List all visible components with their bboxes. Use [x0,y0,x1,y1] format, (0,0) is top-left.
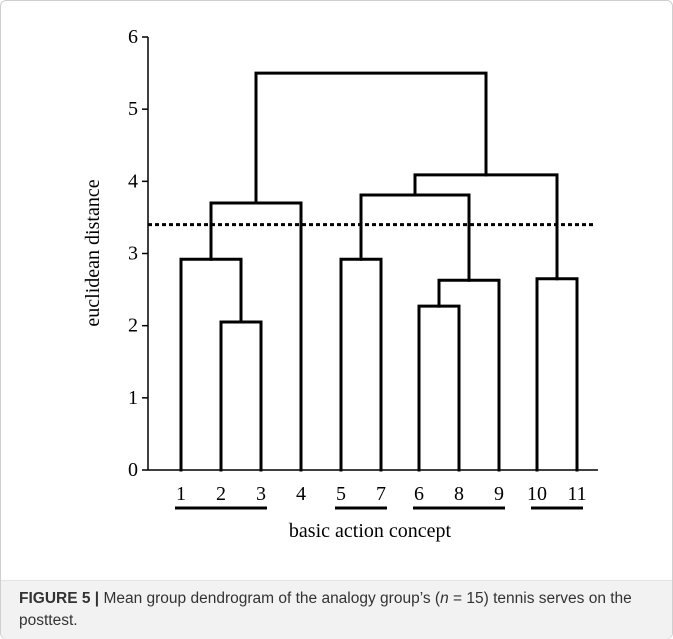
y-tick-label-1: 1 [128,387,138,409]
caption-label: FIGURE 5 | [19,590,100,607]
merge-link-6 [359,193,471,282]
leaf-label-10: 10 [527,483,547,505]
y-tick-label-0: 0 [128,459,138,481]
y-tick-label-5: 5 [128,98,138,120]
leaf-label-4: 4 [296,483,306,505]
leaf-label-11: 11 [567,483,586,505]
merge-link-5 [535,277,579,472]
y-tick-label-2: 2 [128,315,138,337]
merge-link-2 [339,257,383,472]
caption-band [1,580,672,639]
caption-n-symbol: n [440,590,449,607]
merge-link-0 [219,320,263,472]
y-axis-label: euclidean distance [82,179,104,326]
merge-link-3 [417,304,461,472]
figure-caption: FIGURE 5 | Mean group dendrogram of the … [19,588,659,632]
merge-link-9 [254,71,488,205]
leaf-label-6: 6 [414,483,424,505]
merge-link-7 [209,201,303,472]
y-tick-label-3: 3 [128,243,138,265]
merge-link-8 [413,173,559,281]
leaf-label-9: 9 [494,483,504,505]
leaf-label-7: 7 [376,483,386,505]
y-tick-label-4: 4 [128,170,138,192]
x-axis-label: basic action concept [289,520,452,542]
caption-text-1: Mean group dendrogram of the analogy gro… [99,590,441,607]
caption-text-2: = 15) tennis serves on the posttest. [19,590,632,629]
merge-link-4 [437,278,501,472]
leaf-label-8: 8 [454,483,464,505]
dendrogram-chart: 0 1 2 3 4 5 6 1 2 3 4 5 7 6 8 9 10 11 euclidean distance… [82,26,598,542]
merge-link-1 [179,257,243,472]
y-tick-label-6: 6 [128,26,138,48]
leaf-label-1: 1 [176,483,186,505]
leaf-label-3: 3 [256,483,266,505]
leaf-label-5: 5 [336,483,346,505]
leaf-label-2: 2 [216,483,226,505]
